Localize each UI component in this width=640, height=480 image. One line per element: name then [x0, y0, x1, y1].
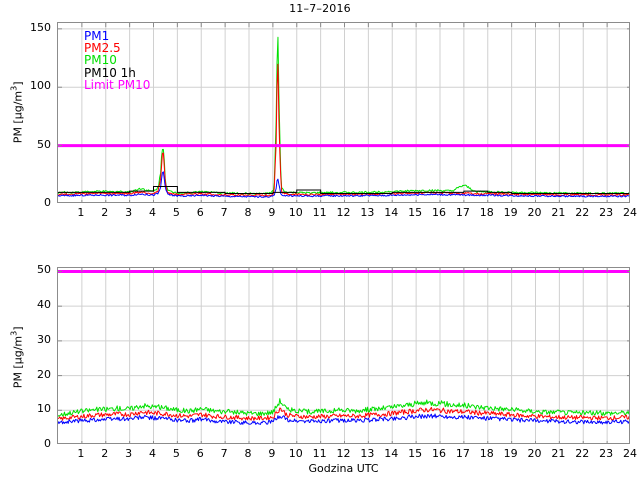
bottom-ytick-40: 40	[37, 298, 51, 312]
bottom-xtick-1: 1	[77, 447, 85, 460]
bottom-xtick-11: 11	[312, 447, 327, 460]
top-xtick-10: 10	[288, 206, 303, 219]
bottom-xtick-15: 15	[408, 447, 423, 460]
bottom-xtick-24: 24	[623, 447, 637, 460]
top-xtick-6: 6	[196, 206, 204, 219]
bottom-xtick-8: 8	[244, 447, 252, 460]
bottom-panel-ylabel: PM [µg/m3]	[10, 312, 25, 402]
top-xtick-1: 1	[77, 206, 85, 219]
top-xtick-20: 20	[527, 206, 542, 219]
legend-entry-pm10: PM10	[84, 53, 117, 68]
bottom-xtick-20: 20	[527, 447, 542, 460]
bottom-xtick-21: 21	[551, 447, 566, 460]
bottom-xtick-12: 12	[336, 447, 351, 460]
top-xtick-17: 17	[455, 206, 470, 219]
bottom-xtick-4: 4	[149, 447, 156, 460]
top-xtick-8: 8	[244, 206, 252, 219]
bottom-ylabel-suffix: ]	[11, 326, 25, 331]
legend-entry-pm10-1h: PM10 1h	[84, 65, 136, 80]
top-plot-panel	[57, 22, 630, 203]
top-xtick-7: 7	[220, 206, 228, 219]
top-xtick-18: 18	[479, 206, 494, 219]
bottom-panel-xlabel: Godzina UTC	[308, 462, 379, 475]
bottom-xtick-7: 7	[220, 447, 228, 460]
top-xtick-9: 9	[268, 206, 276, 219]
top-xtick-3: 3	[125, 206, 133, 219]
figure-title: 11–7–2016	[289, 2, 351, 15]
top-xtick-21: 21	[551, 206, 566, 219]
bottom-xtick-9: 9	[268, 447, 276, 460]
top-ytick-0: 0	[44, 196, 51, 209]
bottom-ytick-20: 20	[37, 367, 51, 381]
top-xtick-15: 15	[408, 206, 423, 219]
bottom-xtick-16: 16	[432, 447, 446, 460]
top-xtick-11: 11	[312, 206, 327, 219]
top-xtick-12: 12	[336, 206, 351, 219]
bottom-xtick-18: 18	[479, 447, 494, 460]
bottom-xtick-23: 23	[599, 447, 614, 460]
top-xtick-24: 24	[623, 206, 637, 219]
bottom-xtick-6: 6	[196, 447, 204, 460]
top-ytick-150: 150	[30, 20, 51, 34]
legend-entry-limit-pm10: Limit PM10	[84, 77, 151, 92]
top-xtick-5: 5	[172, 206, 180, 219]
top-xtick-19: 19	[503, 206, 518, 219]
bottom-xtick-10: 10	[288, 447, 303, 460]
top-ylabel-prefix: PM [µg/m	[11, 90, 25, 144]
top-xtick-22: 22	[575, 206, 590, 219]
top-ytick-50: 50	[37, 137, 51, 151]
bottom-plot-canvas	[58, 268, 629, 443]
bottom-ytick-10: 10	[37, 402, 51, 416]
top-xtick-13: 13	[360, 206, 375, 219]
top-ytick-100: 100	[30, 79, 51, 93]
top-plot-canvas	[58, 23, 629, 202]
bottom-xtick-14: 14	[384, 447, 399, 460]
bottom-xtick-19: 19	[503, 447, 518, 460]
bottom-xtick-2: 2	[101, 447, 109, 460]
bottom-ytick-0: 0	[44, 437, 51, 450]
top-xtick-14: 14	[384, 206, 399, 219]
top-xtick-2: 2	[101, 206, 109, 219]
bottom-xtick-22: 22	[575, 447, 590, 460]
top-xtick-16: 16	[432, 206, 446, 219]
bottom-plot-panel	[57, 267, 630, 444]
top-plot-frame	[57, 22, 630, 203]
bottom-xtick-3: 3	[125, 447, 133, 460]
top-xtick-23: 23	[599, 206, 614, 219]
plot-legend: PM1 PM2.5 PM10 PM10 1h Limit PM10	[84, 30, 150, 91]
bottom-ytick-30: 30	[37, 332, 51, 346]
legend-entry-pm25: PM2.5	[84, 41, 121, 56]
bottom-plot-frame	[57, 267, 630, 444]
legend-entry-pm1: PM1	[84, 29, 110, 43]
bottom-xtick-17: 17	[455, 447, 470, 460]
bottom-ytick-50: 50	[37, 263, 51, 277]
bottom-xtick-5: 5	[172, 447, 180, 460]
bottom-xtick-13: 13	[360, 447, 375, 460]
top-xtick-4: 4	[149, 206, 156, 219]
